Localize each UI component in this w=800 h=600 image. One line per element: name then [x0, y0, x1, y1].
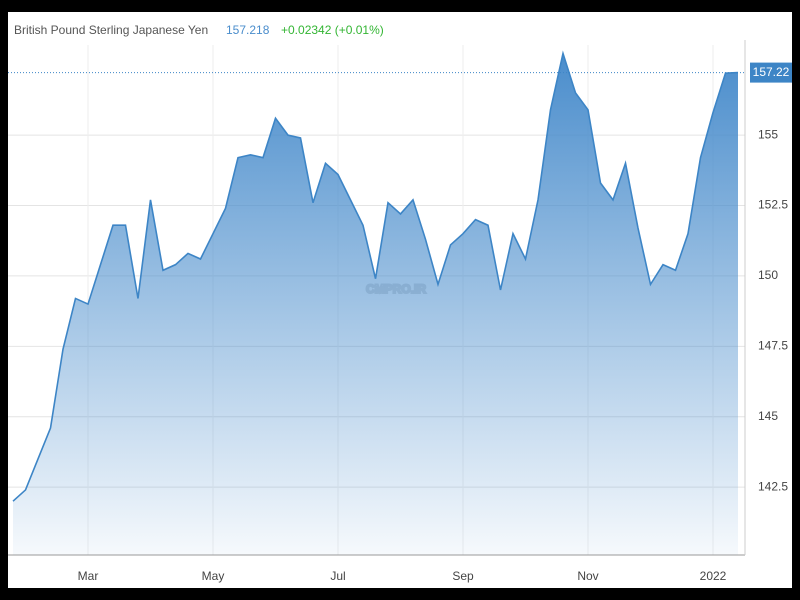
price-line	[12, 50, 739, 502]
x-tick-label: 2022	[700, 569, 727, 583]
y-tick-label: 142.5	[758, 479, 788, 493]
y-tick-label: 150	[758, 268, 778, 282]
current-price-box	[750, 62, 792, 83]
area-fill	[13, 53, 738, 556]
y-tick-label: 147.5	[758, 338, 788, 352]
y-tick-label: 145	[758, 409, 778, 423]
x-tick-label: Jul	[330, 569, 345, 583]
x-tick-label: Mar	[78, 569, 99, 583]
x-tick-label: Nov	[577, 569, 598, 583]
change: +0.02342 (+0.01%)	[281, 23, 384, 37]
price: 157.218	[226, 23, 270, 37]
chart-title: British Pound Sterling Japanese Yen	[14, 23, 208, 37]
y-tick-label: 152.5	[758, 198, 788, 212]
x-tick-label: May	[202, 569, 225, 583]
x-tick-label: Sep	[452, 569, 474, 583]
current-price-label: 157.22	[753, 65, 790, 79]
y-tick-label: 155	[758, 127, 778, 141]
